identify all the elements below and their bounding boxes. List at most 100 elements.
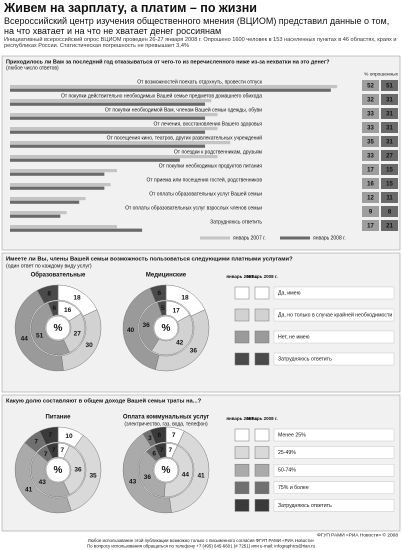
- copyright: ФГУП РАМИ «РИА Новости» © 2008: [317, 531, 398, 538]
- value-box: [362, 122, 379, 133]
- value-box: [381, 94, 398, 105]
- value-label: 43: [39, 479, 47, 486]
- value-label: 42: [176, 339, 184, 346]
- center-label: %: [162, 323, 171, 334]
- legend-swatch: [254, 481, 270, 495]
- value-label: 6: [158, 432, 162, 439]
- survey-note: Инициативный всероссийский опрос ВЦИОМ п…: [4, 37, 397, 50]
- value-label: 21: [386, 223, 393, 229]
- value-label: 17: [367, 223, 374, 229]
- legend-swatch: [254, 330, 270, 344]
- panel: [1, 55, 401, 251]
- value-label: 35: [89, 472, 97, 479]
- value-label: 3: [148, 435, 152, 442]
- value-box: [362, 94, 379, 105]
- category-label: От покупки необходимых продуктов питания: [159, 163, 263, 169]
- legend-label: январь 2007 г.: [233, 235, 266, 241]
- value-box: [362, 136, 379, 147]
- bar: [10, 102, 206, 106]
- legend-header: январь 2007 г.: [226, 416, 257, 421]
- value-label: 44: [21, 336, 29, 343]
- donut-title: Образовательные: [31, 272, 86, 279]
- donut-segment: [149, 284, 167, 303]
- category-label: Затрудняюсь ответить: [210, 219, 262, 225]
- value-label: 36: [190, 347, 198, 354]
- legend-label-box: [273, 464, 395, 477]
- legend-label-box: [273, 446, 395, 459]
- legend-label-box: [273, 308, 395, 322]
- value-label: 31: [386, 111, 393, 117]
- bar: [10, 200, 80, 204]
- value-label: 36: [74, 467, 82, 474]
- value-box: [381, 220, 398, 231]
- value-label: 12: [367, 195, 374, 201]
- value-box: [381, 80, 398, 91]
- legend-label-box: [273, 481, 395, 494]
- bar: [10, 214, 61, 218]
- value-label: 15: [386, 167, 393, 173]
- bar: [10, 113, 218, 117]
- donut-segment: [151, 314, 194, 356]
- value-label: 11: [386, 195, 393, 201]
- value-box: [381, 150, 398, 161]
- donut-title: Питание: [46, 415, 72, 421]
- donut-segment: [154, 442, 167, 459]
- donut-segment: [63, 445, 86, 495]
- value-label: 17: [367, 167, 374, 173]
- category-label: От поездки к родственникам, друзьям: [174, 149, 263, 155]
- question: Имеете ли Вы, члены Вашей семьи возможно…: [6, 256, 293, 263]
- value-label: 30: [85, 342, 93, 349]
- legend-swatch: [254, 499, 270, 512]
- legend-label: 75% и более: [278, 485, 309, 491]
- value-label: 43: [129, 479, 137, 486]
- category-label: От лечения, восстановления Вашего здоров…: [153, 121, 262, 127]
- value-label: 33: [367, 125, 374, 131]
- value-label: 36: [144, 474, 152, 481]
- bar: [10, 158, 180, 162]
- value-label: 7: [172, 432, 176, 439]
- center-label: %: [162, 465, 171, 476]
- category-label: От посещения кино, театров, других развл…: [107, 134, 263, 141]
- legend-swatch: [254, 446, 270, 459]
- bar: [10, 141, 231, 145]
- value-label: 16: [367, 181, 374, 187]
- footer-line: По вопросу использования обращаться по т…: [87, 544, 316, 549]
- subtitle: Всероссийский центр изучения общественно…: [4, 16, 390, 36]
- value-label: 7: [48, 432, 52, 439]
- value-label: 7: [160, 447, 164, 454]
- value-label: 27: [74, 330, 82, 337]
- legend-header: январь 2007 г.: [226, 274, 257, 279]
- bar: [10, 116, 206, 120]
- donut-segment: [39, 426, 59, 445]
- value-label: 44: [182, 472, 190, 479]
- value-label: 18: [181, 295, 189, 302]
- value-label: 7: [52, 447, 56, 454]
- bar: [10, 228, 143, 232]
- donut-hole: [153, 457, 179, 483]
- category-label: От возможностей поехать отдохнуть, прове…: [137, 78, 263, 85]
- donut-hole: [153, 315, 179, 341]
- value-label: 16: [64, 307, 72, 314]
- donut-hole: [45, 315, 71, 341]
- legend-swatch: [280, 236, 310, 240]
- donut-segment: [149, 426, 167, 445]
- bar: [10, 85, 338, 89]
- value-label: 31: [386, 97, 393, 103]
- value-label: 51: [36, 333, 44, 340]
- legend-label: Затрудняюсь ответить: [278, 356, 332, 362]
- bar: [10, 144, 206, 148]
- donut-segment: [46, 442, 59, 459]
- legend-swatch: [234, 463, 250, 477]
- unit-label: % опрошенных: [364, 71, 398, 77]
- donut-segment: [30, 302, 70, 356]
- value-label: 31: [386, 125, 393, 131]
- bar: [10, 186, 105, 190]
- value-label: 7: [44, 451, 48, 458]
- value-label: 6: [158, 290, 162, 297]
- question-note: (один ответ по каждому виду услуг): [6, 263, 92, 269]
- legend-label: 50-74%: [278, 468, 296, 474]
- bar: [10, 183, 111, 187]
- value-label: 10: [65, 433, 73, 440]
- legend-swatch: [234, 446, 250, 459]
